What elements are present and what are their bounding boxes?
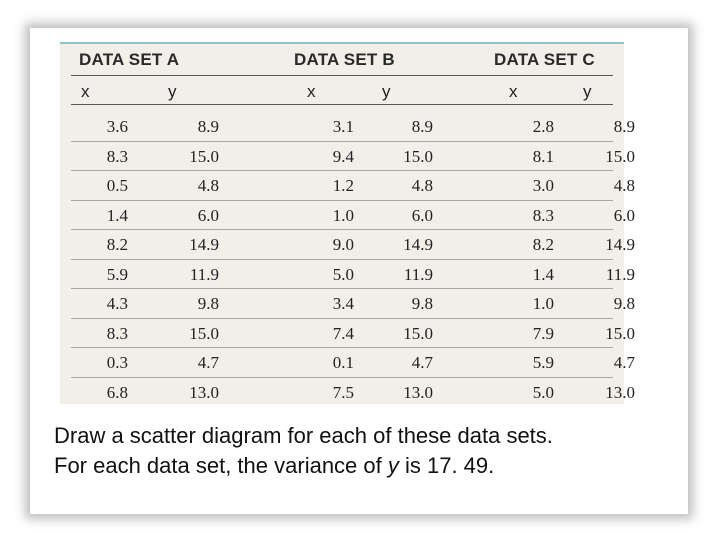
table-cell: 6.8 — [106, 382, 128, 402]
col-a-y: y — [168, 82, 177, 101]
col-b-y: y — [382, 82, 391, 101]
table-row: 3.6 8.9 3.1 8.9 2.8 8.9 — [71, 112, 635, 141]
table-cell: 13.0 — [605, 382, 635, 402]
subheader-rule — [71, 104, 613, 105]
table-cell: 4.8 — [197, 176, 219, 195]
table-cell: 15.0 — [403, 323, 433, 343]
table-top-rule — [60, 42, 624, 44]
table-cell: 3.0 — [532, 176, 554, 195]
slide-frame: DATA SET A DATA SET B DATA SET C x y x y… — [30, 28, 688, 514]
table-row: 6.8 13.0 7.5 13.0 5.0 13.0 — [71, 378, 635, 407]
caption-line-2-start: For each data set, the variance of — [54, 453, 388, 478]
header-data-set-c: DATA SET C — [494, 50, 595, 69]
table-cell: 8.2 — [106, 235, 128, 254]
row-divider — [71, 199, 613, 201]
table-row: 0.5 4.8 1.2 4.8 3.0 4.8 — [71, 171, 635, 200]
table-cell: 1.4 — [106, 205, 128, 225]
data-table-panel — [60, 42, 624, 404]
table-cell: 6.0 — [411, 205, 433, 225]
table-cell: 15.0 — [605, 146, 635, 166]
table-cell: 5.9 — [106, 264, 128, 284]
table-cell: 15.0 — [403, 146, 433, 166]
table-cell: 5.0 — [332, 264, 354, 284]
table-cell: 3.1 — [332, 117, 354, 136]
table-cell: 5.0 — [532, 382, 554, 402]
row-divider — [71, 170, 613, 171]
table-cell: 8.1 — [532, 146, 554, 166]
caption-line-2-end: is 17. 49. — [398, 453, 495, 478]
table-cell: 7.9 — [532, 323, 554, 343]
table-cell: 3.6 — [106, 117, 128, 136]
table-cell: 15.0 — [189, 323, 219, 343]
row-divider — [71, 258, 613, 260]
header-data-set-b: DATA SET B — [294, 50, 395, 69]
table-row: 8.2 14.9 9.0 14.9 8.2 14.9 — [71, 230, 635, 259]
table-cell: 6.0 — [613, 205, 635, 225]
row-divider — [71, 347, 613, 348]
table-cell: 9.8 — [411, 294, 433, 313]
table-cell: 14.9 — [403, 235, 433, 254]
variable-y: y — [387, 453, 399, 478]
col-c-x: x — [509, 82, 518, 101]
table-cell: 3.4 — [332, 294, 354, 313]
table-cell: 0.3 — [106, 353, 128, 372]
table-cell: 14.9 — [605, 235, 635, 254]
table-row: 8.3 15.0 9.4 15.0 8.1 15.0 — [71, 142, 635, 171]
table-cell: 8.9 — [197, 117, 219, 136]
row-divider — [71, 140, 613, 142]
table-cell: 14.9 — [189, 235, 219, 254]
table-cell: 4.3 — [106, 294, 128, 313]
table-row: 4.3 9.8 3.4 9.8 1.0 9.8 — [71, 289, 635, 318]
table-row: 5.9 11.9 5.0 11.9 1.4 11.9 — [71, 260, 635, 289]
caption-line-1: Draw a scatter diagram for each of these… — [54, 423, 553, 448]
caption-line-2: For each data set, the variance of y is … — [54, 451, 674, 481]
table-cell: 9.0 — [332, 235, 354, 254]
table-cell: 8.3 — [532, 205, 554, 225]
row-divider — [71, 229, 613, 230]
table-cell: 7.4 — [332, 323, 354, 343]
table-cell: 11.9 — [605, 264, 635, 284]
caption: Draw a scatter diagram for each of these… — [54, 421, 674, 481]
table-cell: 9.4 — [332, 146, 354, 166]
table-cell: 4.7 — [197, 353, 219, 372]
table-cell: 11.9 — [403, 264, 433, 284]
table-cell: 4.8 — [411, 176, 433, 195]
table-cell: 4.7 — [411, 353, 433, 372]
table-cell: 5.9 — [532, 353, 554, 372]
table-cell: 4.7 — [613, 353, 635, 372]
table-cell: 6.0 — [197, 205, 219, 225]
row-divider — [71, 288, 613, 289]
header-data-set-a: DATA SET A — [79, 50, 180, 69]
table-cell: 8.3 — [106, 323, 128, 343]
table-cell: 1.0 — [332, 205, 354, 225]
table-cell: 11.9 — [189, 264, 219, 284]
col-a-x: x — [81, 82, 90, 101]
table-cell: 0.5 — [106, 176, 128, 195]
col-c-y: y — [583, 82, 592, 101]
table-cell: 1.2 — [332, 176, 354, 195]
table-cell: 1.4 — [532, 264, 554, 284]
col-b-x: x — [307, 82, 316, 101]
header-rule — [71, 75, 613, 76]
table-cell: 8.9 — [411, 117, 433, 136]
table-cell: 15.0 — [605, 323, 635, 343]
table-cell: 8.9 — [613, 117, 635, 136]
table-cell: 1.0 — [532, 294, 554, 313]
table-cell: 13.0 — [403, 382, 433, 402]
table-cell: 13.0 — [189, 382, 219, 402]
row-divider — [71, 376, 613, 378]
table-row: 0.3 4.7 0.1 4.7 5.9 4.7 — [71, 348, 635, 377]
table-cell: 8.3 — [106, 146, 128, 166]
table-cell: 0.1 — [332, 353, 354, 372]
table-cell: 9.8 — [613, 294, 635, 313]
table-cell: 7.5 — [332, 382, 354, 402]
table-row: 8.3 15.0 7.4 15.0 7.9 15.0 — [71, 319, 635, 348]
table-cell: 2.8 — [532, 117, 554, 136]
table-cell: 9.8 — [197, 294, 219, 313]
table-cell: 15.0 — [189, 146, 219, 166]
table-row: 1.4 6.0 1.0 6.0 8.3 6.0 — [71, 201, 635, 230]
table-cell: 8.2 — [532, 235, 554, 254]
table-cell: 4.8 — [613, 176, 635, 195]
row-divider — [71, 317, 613, 319]
